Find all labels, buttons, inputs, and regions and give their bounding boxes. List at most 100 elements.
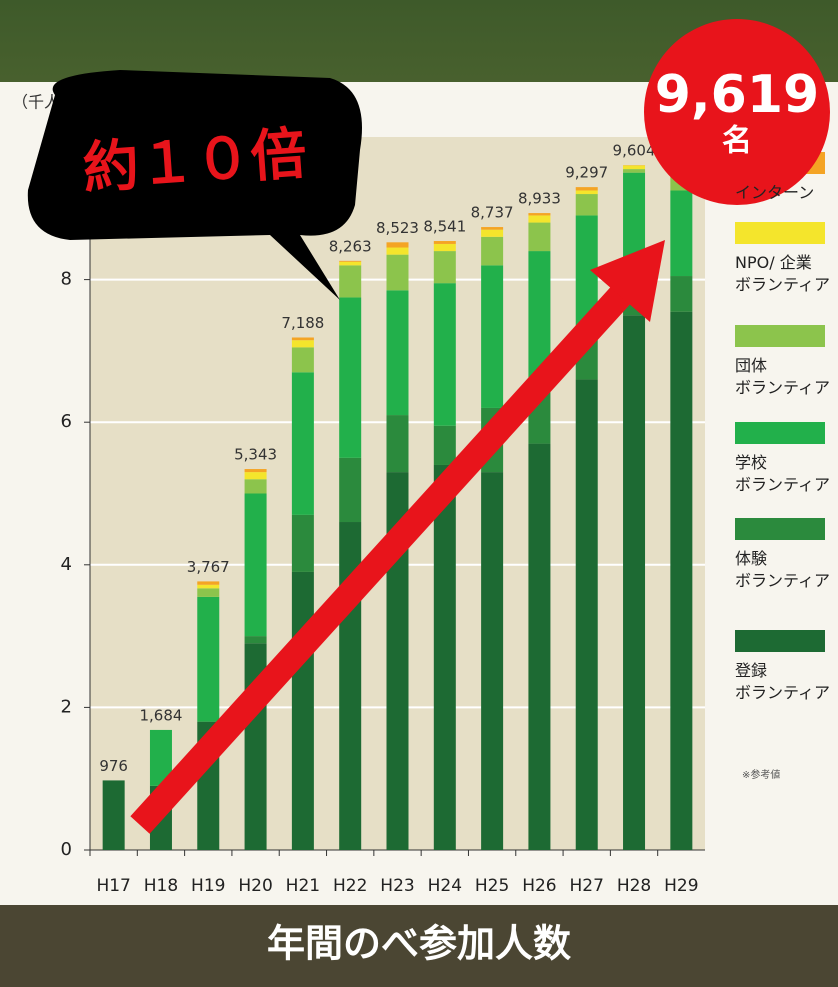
bar-segment [197, 584, 220, 589]
bar-segment [291, 571, 314, 850]
bar-segment [339, 261, 362, 266]
bar-segment [386, 242, 409, 248]
bar-segment [623, 172, 646, 266]
bar-segment [528, 443, 551, 850]
bar-segment [623, 165, 646, 170]
bar-segment [528, 215, 551, 223]
callout-bubble [27, 70, 362, 300]
y-tick-label: 2 [61, 696, 72, 717]
bar-segment [433, 283, 456, 426]
caption-band [0, 905, 838, 987]
caption: 年間のべ参加人数 [267, 922, 571, 966]
x-tick-label: H28 [617, 876, 651, 896]
x-tick-label: H27 [570, 876, 604, 896]
total-label: 8,263 [329, 237, 372, 255]
bar-segment [339, 260, 362, 262]
y-tick-label: 4 [61, 554, 72, 575]
bar-segment [481, 236, 504, 266]
bar-segment [386, 247, 409, 255]
bar-segment [575, 379, 598, 850]
bar-segment [197, 581, 220, 585]
x-tick-label: H25 [475, 876, 509, 896]
total-label: 7,188 [281, 314, 324, 332]
x-tick-label: H26 [522, 876, 556, 896]
total-label: 8,523 [376, 219, 419, 237]
x-tick-label: H22 [333, 876, 367, 896]
bar-segment [575, 190, 598, 195]
legend-label: 体験 ボランティア [735, 549, 831, 590]
legend-label: インターン [735, 183, 815, 202]
y-tick-label: 8 [61, 269, 72, 290]
bar-segment [670, 276, 693, 312]
total-label: 8,933 [518, 190, 561, 208]
callout: 約１０倍 [81, 121, 309, 201]
bar-segment [670, 311, 693, 850]
legend-swatch [735, 222, 825, 244]
bar-segment [339, 457, 362, 523]
badge-value: 9,619 [655, 65, 819, 125]
note: ※参考値 [742, 768, 780, 781]
total-label: 5,343 [234, 446, 277, 464]
bar-segment [244, 472, 267, 480]
bar-segment [386, 254, 409, 291]
bar-segment [575, 194, 598, 216]
badge-unit: 名 [722, 124, 752, 159]
x-tick-label: H18 [144, 876, 178, 896]
bar-segment [197, 588, 220, 597]
bar-segment [433, 241, 456, 244]
bar-segment [433, 464, 456, 850]
legend-swatch [735, 518, 825, 540]
bar-segment [291, 337, 314, 341]
x-tick-label: H17 [96, 876, 130, 896]
y-tick-label: 6 [61, 411, 72, 432]
legend-swatch [735, 422, 825, 444]
legend-label: 団体 ボランティア [735, 356, 831, 397]
bar-segment [197, 596, 220, 722]
bar-segment [433, 243, 456, 252]
bar-segment [528, 213, 551, 216]
bar-segment [623, 315, 646, 850]
bar-segment [339, 297, 362, 458]
bar-segment [291, 340, 314, 348]
bar-segment [528, 222, 551, 252]
legend-swatch [735, 325, 825, 347]
total-label: 1,684 [139, 706, 182, 724]
bar-segment [481, 265, 504, 408]
total-label: 9,297 [565, 164, 608, 182]
legend-label: 学校 ボランティア [735, 453, 831, 494]
bar-segment [481, 472, 504, 850]
bar-segment [433, 251, 456, 284]
total-label: 3,767 [187, 558, 230, 576]
bar-segment [244, 469, 267, 473]
bar-segment [623, 169, 646, 173]
badge [644, 19, 830, 205]
y-tick-label: 0 [61, 839, 72, 860]
legend-label: NPO/ 企業 ボランティア [735, 253, 831, 294]
bar-segment [291, 372, 314, 515]
x-tick-label: H19 [191, 876, 225, 896]
x-tick-label: H20 [238, 876, 272, 896]
x-tick-label: H23 [380, 876, 414, 896]
x-tick-label: H29 [664, 876, 698, 896]
arrow-shaft [130, 276, 640, 834]
bar-segment [433, 425, 456, 465]
bar-segment [528, 251, 551, 380]
bar-segment [575, 215, 598, 330]
bar-segment [386, 415, 409, 473]
bar-segment [575, 187, 598, 191]
total-label: 976 [99, 757, 128, 775]
bar-segment [670, 190, 693, 277]
x-tick-label: H24 [428, 876, 462, 896]
bar-segment [386, 290, 409, 416]
arrow-head [590, 240, 665, 322]
legend-swatch [735, 630, 825, 652]
bar-segment [481, 227, 504, 230]
bar-segment [291, 514, 314, 572]
total-label: 8,541 [423, 218, 466, 236]
bar-segment [149, 729, 172, 786]
bar-segment [339, 265, 362, 298]
legend-label: 登録 ボランティア [735, 661, 831, 702]
total-label: 9,604 [613, 142, 656, 160]
